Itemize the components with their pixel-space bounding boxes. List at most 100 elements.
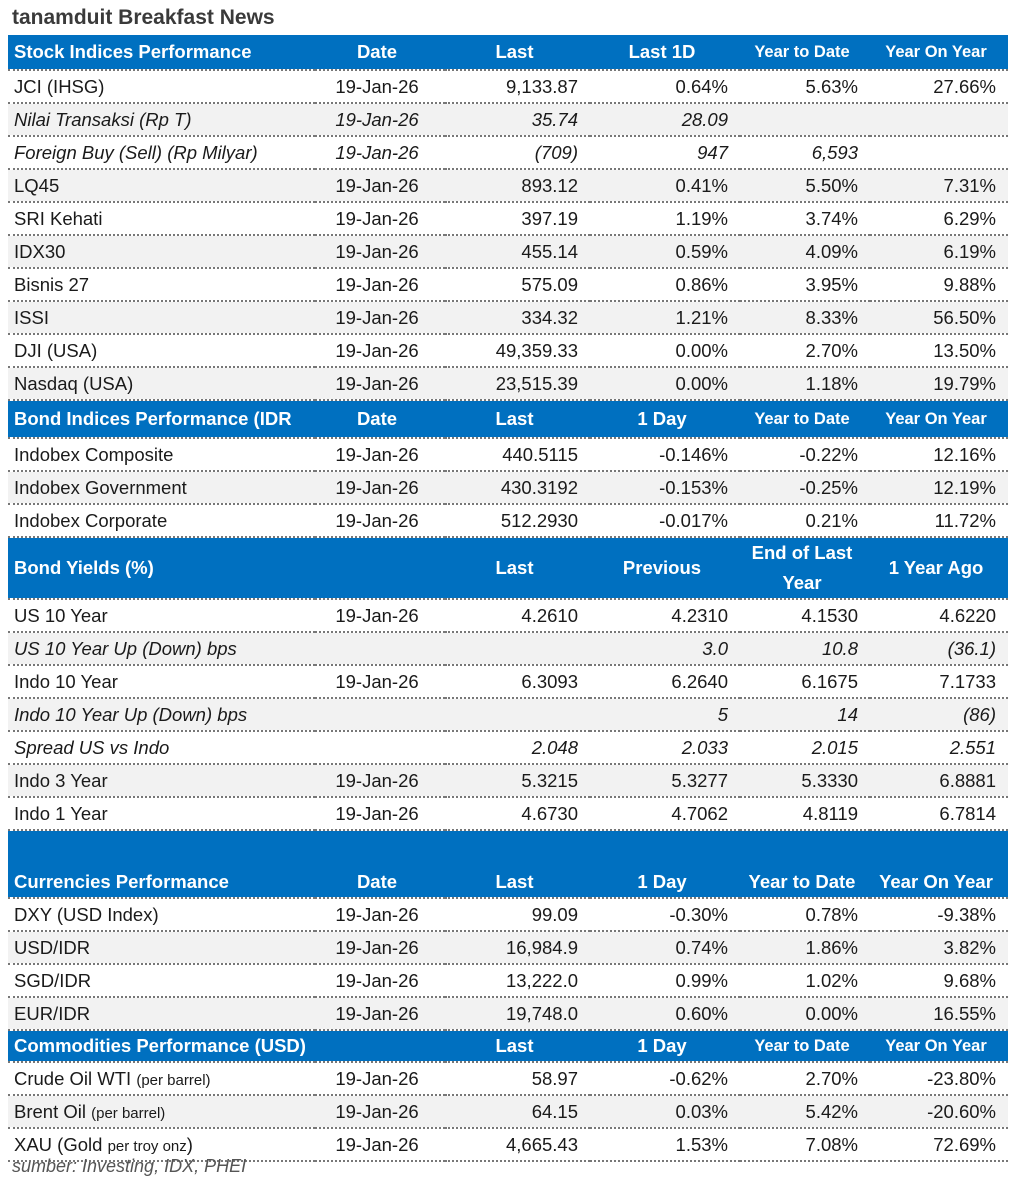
row-label: US 10 Year <box>8 599 315 633</box>
last-value: 334.32 <box>445 301 590 335</box>
col6-value: 6.7814 <box>870 797 1008 831</box>
last-value: 440.5115 <box>445 438 590 472</box>
last-value: 512.2930 <box>445 504 590 538</box>
table-row: US 10 Year Up (Down) bps 3.0 10.8 (36.1) <box>8 632 1008 666</box>
col6-value: 9.68% <box>870 964 1008 998</box>
col4-value: 0.99% <box>590 964 740 998</box>
column-header: Last <box>445 830 590 899</box>
col6-value <box>870 136 1008 170</box>
row-label: Indo 10 Year <box>8 665 315 699</box>
date-cell <box>315 731 445 765</box>
table-row: LQ45 19-Jan-26 893.12 0.41% 5.50% 7.31% <box>8 169 1008 203</box>
last-value: 430.3192 <box>445 471 590 505</box>
col5-value: 1.86% <box>740 931 870 965</box>
last-value: 23,515.39 <box>445 367 590 401</box>
table-row: Indo 10 Year 19-Jan-26 6.3093 6.2640 6.1675 7… <box>8 665 1008 699</box>
date-cell: 19-Jan-26 <box>315 997 445 1031</box>
column-header: Last <box>445 400 590 439</box>
table-row: Indo 3 Year 19-Jan-26 5.3215 5.3277 5.3330 6.… <box>8 764 1008 798</box>
table-row: US 10 Year 19-Jan-26 4.2610 4.2310 4.1530 4.6… <box>8 599 1008 633</box>
col6-value: 56.50% <box>870 301 1008 335</box>
col4-value: 28.09 <box>590 103 740 137</box>
table-row: Crude Oil WTI (per barrel) 19-Jan-26 58.97… <box>8 1062 1008 1096</box>
col5-value: 10.8 <box>740 632 870 666</box>
col4-value: 0.00% <box>590 367 740 401</box>
col6-value: (86) <box>870 698 1008 732</box>
last-value: 64.15 <box>445 1095 590 1129</box>
row-label: JCI (IHSG) <box>8 70 315 104</box>
row-label: Indo 10 Year Up (Down) bps <box>8 698 315 732</box>
col4-value: 0.03% <box>590 1095 740 1129</box>
col5-value: 0.21% <box>740 504 870 538</box>
row-label: DXY (USD Index) <box>8 898 315 932</box>
table-row: Indobex Composite 19-Jan-26 440.5115 -0.146… <box>8 438 1008 472</box>
column-header: Year to Date <box>740 830 870 899</box>
date-cell: 19-Jan-26 <box>315 103 445 137</box>
col4-value: 3.0 <box>590 632 740 666</box>
col4-value: 1.19% <box>590 202 740 236</box>
date-cell: 19-Jan-26 <box>315 898 445 932</box>
section-title: Stock Indices Performance <box>8 35 315 71</box>
col4-value: 0.74% <box>590 931 740 965</box>
stock-indices-header-row: Stock Indices Performance Date Last Last 1D… <box>8 35 1008 71</box>
table-row: Indobex Government 19-Jan-26 430.3192 -0.15… <box>8 471 1008 505</box>
col6-value <box>870 103 1008 137</box>
date-cell: 19-Jan-26 <box>315 136 445 170</box>
col5-value: 2.70% <box>740 334 870 368</box>
col5-value: 5.3330 <box>740 764 870 798</box>
table-row: Indo 10 Year Up (Down) bps 5 14 (86) <box>8 698 1008 732</box>
col4-value: 0.86% <box>590 268 740 302</box>
last-value <box>445 698 590 732</box>
date-cell: 19-Jan-26 <box>315 438 445 472</box>
col6-value: 3.82% <box>870 931 1008 965</box>
column-header: Year to Date <box>740 400 870 439</box>
col6-value: 13.50% <box>870 334 1008 368</box>
date-cell: 19-Jan-26 <box>315 931 445 965</box>
last-value: 13,222.0 <box>445 964 590 998</box>
commodities-header-row: Commodities Performance (USD) Last 1 Day Ye… <box>8 1030 1008 1063</box>
col6-value: 4.6220 <box>870 599 1008 633</box>
col6-value: 11.72% <box>870 504 1008 538</box>
row-label: Indo 1 Year <box>8 797 315 831</box>
row-label: SGD/IDR <box>8 964 315 998</box>
date-cell: 19-Jan-26 <box>315 504 445 538</box>
date-cell: 19-Jan-26 <box>315 764 445 798</box>
col6-value: 7.31% <box>870 169 1008 203</box>
col6-value: 2.551 <box>870 731 1008 765</box>
col4-value: 0.41% <box>590 169 740 203</box>
col4-value: -0.153% <box>590 471 740 505</box>
row-label: Nasdaq (USA) <box>8 367 315 401</box>
section-title: Bond Yields (%) <box>8 537 315 600</box>
col4-value: 1.53% <box>590 1128 740 1162</box>
last-value: (709) <box>445 136 590 170</box>
col5-value: 5.50% <box>740 169 870 203</box>
date-cell: 19-Jan-26 <box>315 665 445 699</box>
column-header: Last 1D <box>590 35 740 71</box>
col4-value: -0.62% <box>590 1062 740 1096</box>
col5-value: 5.42% <box>740 1095 870 1129</box>
col5-value: 1.02% <box>740 964 870 998</box>
date-cell: 19-Jan-26 <box>315 268 445 302</box>
date-cell: 19-Jan-26 <box>315 1128 445 1162</box>
last-value: 575.09 <box>445 268 590 302</box>
column-header: Previous <box>590 537 740 600</box>
table-row: SRI Kehati 19-Jan-26 397.19 1.19% 3.74% 6.29% <box>8 202 1008 236</box>
last-value: 397.19 <box>445 202 590 236</box>
last-value: 49,359.33 <box>445 334 590 368</box>
date-cell: 19-Jan-26 <box>315 235 445 269</box>
date-cell <box>315 698 445 732</box>
date-cell: 19-Jan-26 <box>315 797 445 831</box>
column-header: Year to Date <box>740 1030 870 1063</box>
table-row: DXY (USD Index) 19-Jan-26 99.09 -0.30% 0.78%… <box>8 898 1008 932</box>
col5-value: 5.63% <box>740 70 870 104</box>
col6-value: 12.16% <box>870 438 1008 472</box>
section-title: Commodities Performance (USD) <box>8 1030 315 1063</box>
date-cell: 19-Jan-26 <box>315 367 445 401</box>
unit-note: (per barrel) <box>91 1104 166 1122</box>
row-label: US 10 Year Up (Down) bps <box>8 632 315 666</box>
column-header: Year On Year <box>870 830 1008 899</box>
col5-value <box>740 103 870 137</box>
last-value: 35.74 <box>445 103 590 137</box>
col6-value: 19.79% <box>870 367 1008 401</box>
col5-value: 7.08% <box>740 1128 870 1162</box>
